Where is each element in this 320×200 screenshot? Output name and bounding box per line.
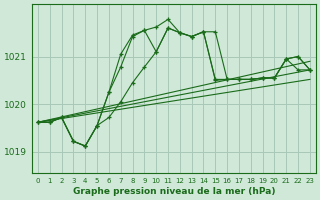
X-axis label: Graphe pression niveau de la mer (hPa): Graphe pression niveau de la mer (hPa) bbox=[73, 187, 275, 196]
